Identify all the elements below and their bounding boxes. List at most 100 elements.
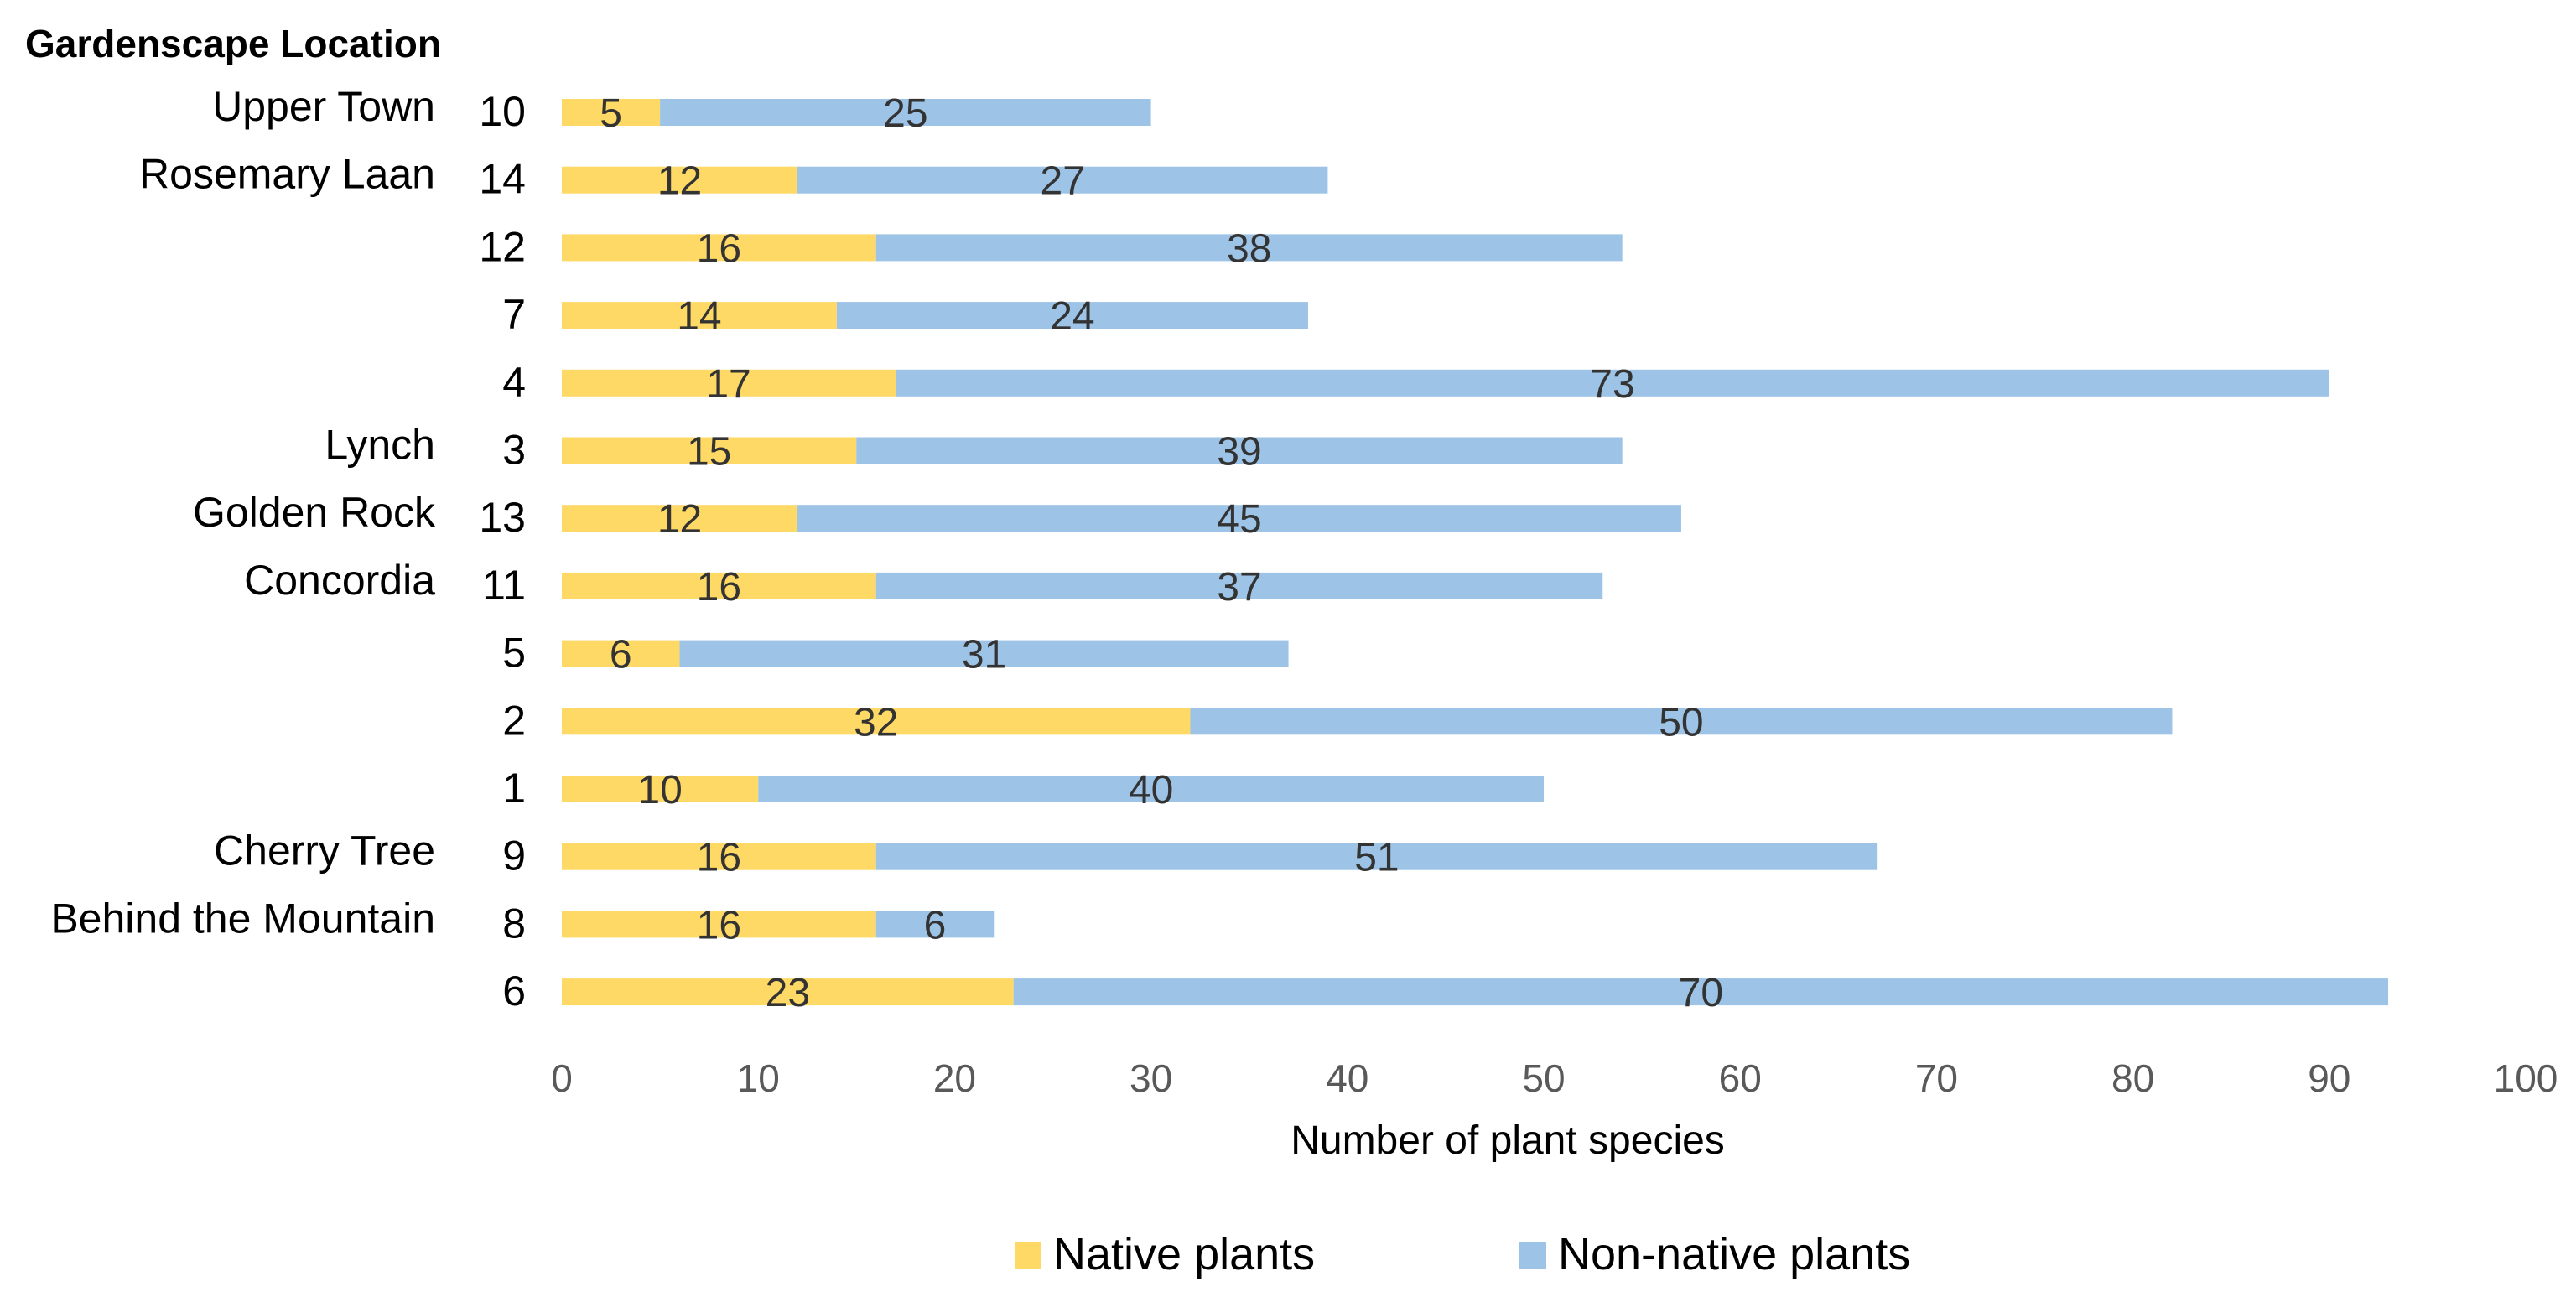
bar-site-1-non-native [758, 776, 1544, 802]
data-label-site-4-native: 17 [706, 362, 750, 407]
data-label-site-9-native: 16 [697, 836, 741, 880]
data-label-site-2-non-native: 50 [1659, 700, 1703, 745]
chart-title: Gardenscape Location [25, 22, 441, 65]
x-tick-label: 30 [1130, 1056, 1172, 1100]
bar-site-13-non-native [797, 505, 1681, 532]
data-label-site-9-non-native: 51 [1354, 836, 1399, 880]
data-label-site-1-non-native: 40 [1129, 768, 1173, 812]
legend: Native plants Non-native plants [1015, 1229, 1910, 1279]
data-labels: 5 25 12 27 16 38 14 24 17 73 15 39 12 45 16 37 6 31 32 50 10… [600, 91, 1723, 1015]
bar-site-2-native [562, 708, 1191, 735]
bar-site-1-native [562, 776, 759, 802]
site-number-label: 4 [502, 359, 526, 406]
bar-site-10-non-native [660, 99, 1151, 126]
x-tick-label: 70 [1915, 1056, 1958, 1100]
site-number-label: 6 [502, 968, 526, 1014]
data-label-site-10-native: 5 [600, 91, 622, 136]
legend-label-non-native: Non-native plants [1558, 1229, 1910, 1279]
site-number-label: 11 [482, 562, 526, 609]
bar-site-11-native [562, 572, 876, 599]
x-axis-ticks: 0 10 20 30 40 50 60 70 80 90 100 [551, 1056, 2558, 1100]
site-number-label: 8 [502, 900, 526, 947]
bar-site-8-non-native [875, 911, 995, 938]
location-label: Lynch [325, 422, 435, 469]
bar-site-11-non-native [875, 572, 1603, 599]
location-label: Cherry Tree [214, 828, 435, 874]
data-label-site-5-non-native: 31 [962, 633, 1006, 677]
bar-site-12-non-native [875, 234, 1623, 262]
x-tick-label: 20 [933, 1056, 976, 1100]
site-number-label: 13 [479, 494, 526, 541]
x-tick-label: 40 [1326, 1056, 1368, 1100]
bar-site-5-native [562, 640, 680, 667]
data-label-site-7-non-native: 24 [1050, 294, 1094, 339]
data-label-site-12-non-native: 38 [1227, 226, 1271, 271]
x-tick-label: 100 [2494, 1056, 2558, 1100]
data-label-site-6-non-native: 70 [1679, 971, 1723, 1015]
site-number-label: 2 [502, 697, 526, 744]
data-label-site-12-native: 16 [697, 226, 741, 271]
data-label-site-3-non-native: 39 [1217, 430, 1261, 475]
location-label: Rosemary Laan [139, 151, 435, 198]
bar-site-8-native [562, 911, 876, 938]
bar-site-6-non-native [1013, 978, 2389, 1006]
bar-site-10-native [562, 99, 661, 126]
data-label-site-8-non-native: 6 [924, 903, 947, 947]
bar-site-12-native [562, 234, 876, 262]
data-label-site-2-native: 32 [854, 700, 898, 745]
location-label: Upper Town [212, 83, 435, 130]
data-label-site-13-non-native: 45 [1217, 497, 1261, 542]
location-label: Concordia [244, 557, 435, 604]
legend-label-native: Native plants [1053, 1229, 1315, 1279]
bar-site-14-native [562, 166, 798, 194]
data-label-site-13-native: 12 [657, 497, 702, 542]
site-number-label: 7 [502, 291, 526, 338]
bar-site-9-non-native [875, 843, 1878, 870]
bar-site-2-non-native [1190, 708, 2173, 735]
data-label-site-7-native: 14 [677, 294, 721, 339]
legend-swatch-native [1015, 1242, 1041, 1269]
location-label: Golden Rock [193, 489, 436, 536]
site-number-label: 9 [502, 833, 526, 879]
bar-site-4-non-native [896, 369, 2329, 397]
data-label-site-14-native: 12 [657, 159, 702, 204]
legend-swatch-non-native [1519, 1242, 1546, 1269]
data-label-site-6-native: 23 [766, 971, 810, 1015]
x-tick-label: 50 [1522, 1056, 1565, 1100]
data-label-site-4-non-native: 73 [1590, 362, 1634, 407]
data-label-site-3-native: 15 [687, 430, 731, 475]
bar-site-14-non-native [797, 166, 1328, 194]
data-label-site-1-native: 10 [637, 768, 682, 812]
bar-site-3-native [562, 437, 857, 464]
location-label: Behind the Mountain [50, 895, 435, 942]
site-number-label: 5 [502, 630, 526, 677]
site-number-label: 12 [479, 223, 526, 270]
x-axis-label: Number of plant species [1291, 1118, 1725, 1163]
bar-site-13-native [562, 505, 798, 532]
data-label-site-8-native: 16 [697, 903, 741, 947]
bars [562, 99, 2389, 1006]
data-label-site-11-non-native: 37 [1217, 565, 1261, 610]
x-tick-label: 60 [1719, 1056, 1762, 1100]
data-label-site-14-non-native: 27 [1041, 159, 1085, 204]
x-tick-label: 80 [2111, 1056, 2154, 1100]
x-tick-label: 10 [737, 1056, 780, 1100]
site-number-label: 10 [479, 88, 526, 135]
bar-site-5-non-native [679, 640, 1289, 667]
data-label-site-11-native: 16 [697, 565, 741, 610]
site-number-label: 1 [502, 765, 526, 812]
bar-site-3-non-native [856, 437, 1623, 464]
data-label-site-5-native: 6 [610, 633, 632, 677]
site-number-label: 3 [502, 427, 526, 474]
bar-site-4-native [562, 369, 896, 397]
site-number-label: 14 [479, 156, 526, 203]
x-tick-label: 90 [2308, 1056, 2350, 1100]
bar-site-7-native [562, 302, 837, 329]
bar-site-7-non-native [836, 302, 1308, 329]
data-label-site-10-non-native: 25 [883, 91, 927, 136]
bar-site-6-native [562, 978, 1014, 1006]
bar-site-9-native [562, 843, 876, 870]
